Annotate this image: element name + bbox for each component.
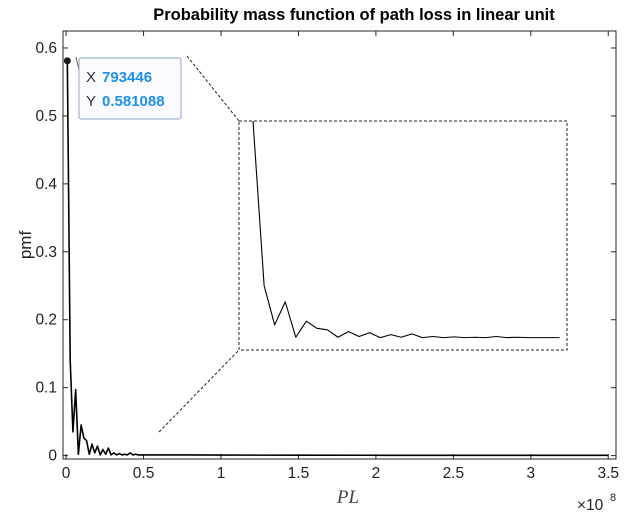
datatip-box: [78, 57, 182, 120]
datatip-x-key: X: [86, 69, 96, 86]
y-tick-label: 0.2: [35, 312, 57, 329]
datatip-x-value: 793446: [102, 69, 152, 86]
datatip-y-key: Y: [86, 93, 96, 110]
y-tick-label: 0.3: [35, 244, 57, 261]
datatip-marker[interactable]: [63, 57, 71, 65]
series-group: [66, 60, 609, 457]
y-tick-label: 0.4: [35, 176, 57, 193]
x-tick-label: 3: [526, 465, 535, 482]
zoom-inset: [158, 55, 568, 433]
datatip[interactable]: X 793446 Y 0.581088: [63, 56, 182, 120]
x-axis: 0 0.5 1 1.5 2 2.5 3 3.5: [62, 31, 619, 482]
x-axis-exponent: ×10 8: [577, 492, 616, 514]
x-tick-label: 1: [217, 465, 226, 482]
x-tick-label: 2: [372, 465, 381, 482]
y-tick-label: 0.5: [35, 108, 57, 125]
x-tick-label: 3.5: [597, 465, 619, 482]
inset-connector-top: [186, 55, 240, 122]
y-axis-label: pmf: [16, 231, 35, 260]
inset-pmf-line: [252, 120, 560, 339]
x-axis-label: PL: [336, 487, 359, 508]
chart-title: Probability mass function of path loss i…: [153, 6, 555, 24]
x-tick-label: 2.5: [443, 465, 465, 482]
x-tick-label: 0.5: [133, 465, 155, 482]
pmf-line: [66, 60, 609, 457]
x-tick-label: 1.5: [288, 465, 310, 482]
y-tick-label: 0.1: [35, 380, 57, 397]
x-exponent-base: ×10: [577, 497, 604, 514]
inset-border: [238, 120, 568, 351]
inset-connector-bottom: [158, 349, 240, 433]
datatip-y-value: 0.581088: [102, 93, 165, 110]
x-tick-label: 0: [62, 465, 71, 482]
y-axis: 0 0.1 0.2 0.3 0.4 0.5 0.6: [35, 40, 616, 465]
x-exponent-power: 8: [610, 492, 616, 504]
y-tick-label: 0: [48, 448, 57, 465]
y-tick-label: 0.6: [35, 40, 57, 57]
